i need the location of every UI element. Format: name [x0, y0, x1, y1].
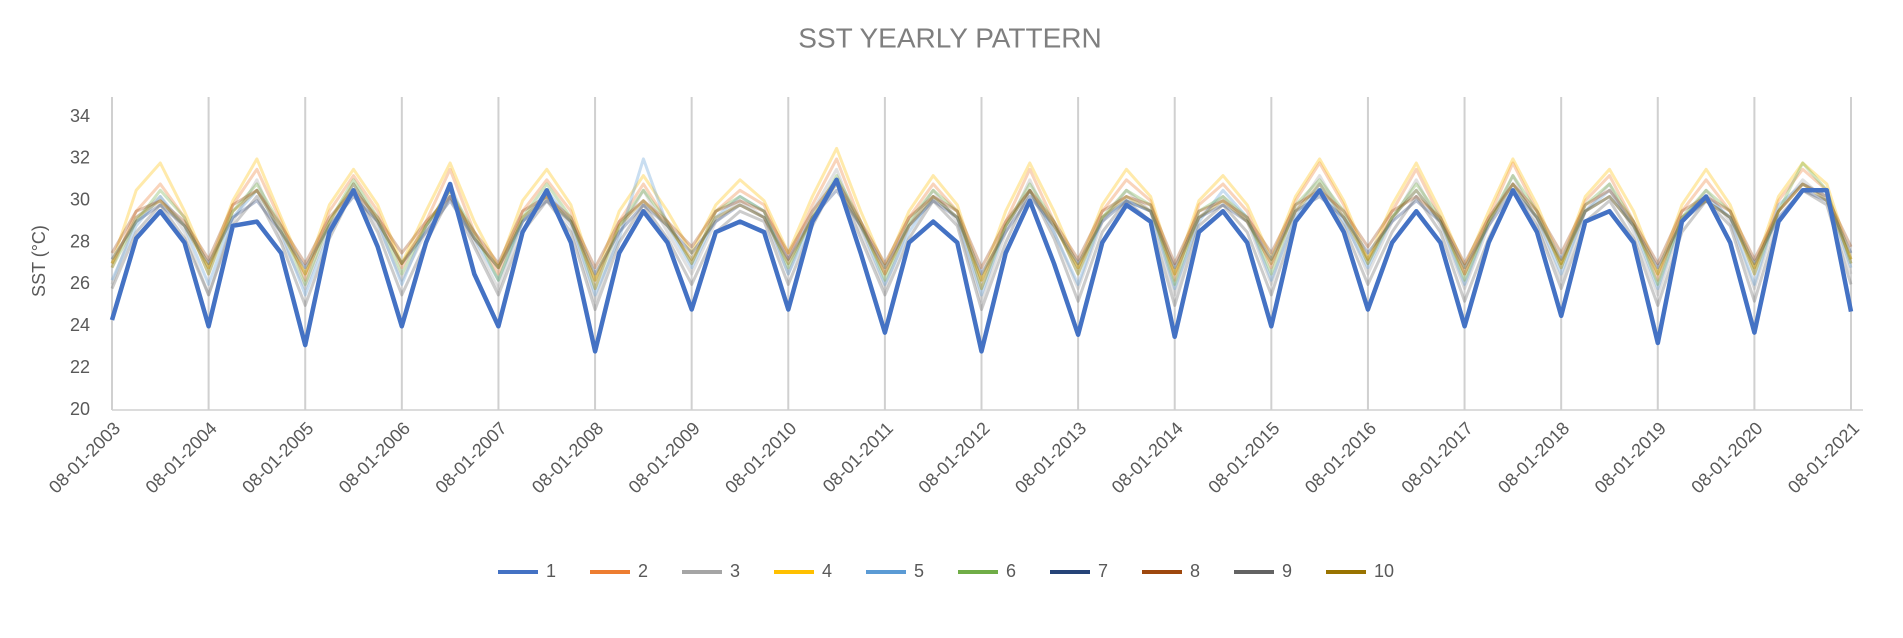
legend-label: 10	[1374, 561, 1394, 581]
x-tick-label: 08-01-2017	[1397, 418, 1476, 497]
x-tick-label: 08-01-2019	[1591, 418, 1670, 497]
x-tick-label: 08-01-2013	[1011, 418, 1090, 497]
y-tick-label: 22	[70, 357, 90, 377]
x-tick-label: 08-01-2003	[45, 418, 124, 497]
y-tick-label: 30	[70, 189, 90, 209]
x-tick-label: 08-01-2007	[431, 418, 510, 497]
series-line	[109, 177, 1854, 354]
x-tick-label: 08-01-2015	[1204, 418, 1283, 497]
legend-label: 4	[822, 561, 832, 581]
y-tick-label: 34	[70, 106, 90, 126]
y-tick-label: 28	[70, 231, 90, 251]
series-line	[110, 157, 1853, 297]
x-tick-label: 08-01-2009	[625, 418, 704, 497]
legend-label: 6	[1006, 561, 1016, 581]
series-line	[110, 188, 1853, 276]
series-line	[110, 178, 1853, 270]
y-tick-label: 24	[70, 315, 90, 335]
legend-label: 2	[638, 561, 648, 581]
x-tick-label: 08-01-2014	[1108, 418, 1187, 497]
y-tick-label: 20	[70, 399, 90, 419]
chart-title: SST YEARLY PATTERN	[798, 22, 1101, 53]
x-tick-label: 08-01-2005	[238, 418, 317, 497]
x-tick-label: 08-01-2021	[1784, 418, 1863, 497]
x-tick-label: 08-01-2008	[528, 418, 607, 497]
x-tick-label: 08-01-2018	[1494, 418, 1573, 497]
legend-label: 9	[1282, 561, 1292, 581]
series-line	[110, 182, 1853, 282]
series-line	[110, 161, 1853, 291]
x-tick-label: 08-01-2020	[1687, 418, 1766, 497]
legend-label: 7	[1098, 561, 1108, 581]
series-line	[110, 146, 1853, 282]
legend-label: 5	[914, 561, 924, 581]
y-axis-label: SST (°C)	[29, 225, 49, 297]
series-line	[110, 157, 1853, 291]
x-tick-label: 08-01-2010	[721, 418, 800, 497]
x-tick-label: 08-01-2016	[1301, 418, 1380, 497]
x-tick-label: 08-01-2006	[335, 418, 414, 497]
x-tick-label: 08-01-2012	[914, 418, 993, 497]
legend-label: 1	[546, 561, 556, 581]
legend-label: 3	[730, 561, 740, 581]
series-line	[110, 178, 1853, 311]
legend-label: 8	[1190, 561, 1200, 581]
y-tick-label: 26	[70, 273, 90, 293]
x-tick-label: 08-01-2011	[819, 418, 897, 496]
y-tick-label: 32	[70, 148, 90, 168]
x-tick-label: 08-01-2004	[142, 418, 221, 497]
series-line	[110, 167, 1853, 303]
